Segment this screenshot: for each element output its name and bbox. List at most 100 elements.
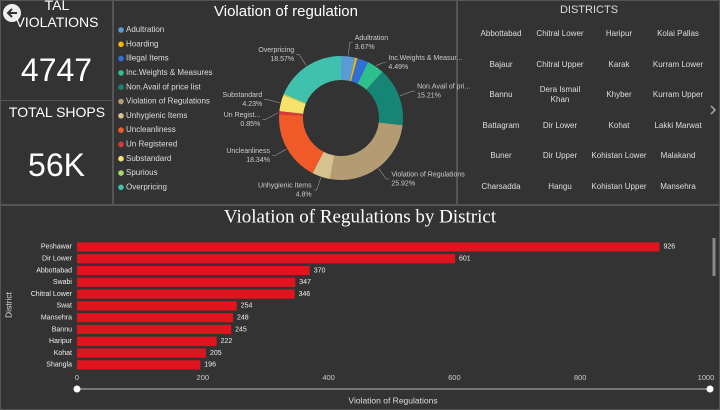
district-option[interactable]: Karak bbox=[608, 59, 630, 69]
slice-value-label: 4.49% bbox=[388, 64, 408, 71]
scroll-arrow[interactable] bbox=[710, 105, 717, 115]
district-option[interactable]: Kolai Pallas bbox=[657, 29, 699, 38]
legend-marker bbox=[118, 113, 124, 119]
bar bbox=[77, 242, 660, 252]
legend-marker bbox=[118, 127, 124, 133]
districts-title: DISTRICTS bbox=[560, 4, 618, 16]
leader-line bbox=[313, 177, 322, 191]
slice-label: Non.Avail of pri... bbox=[417, 84, 470, 91]
bar bbox=[77, 336, 217, 346]
district-option[interactable]: Bannu bbox=[489, 90, 513, 100]
bar bbox=[77, 348, 206, 358]
district-option[interactable]: Khyber bbox=[606, 90, 632, 100]
legend-label: Overpricing bbox=[126, 182, 167, 191]
donut-slice bbox=[341, 56, 356, 82]
bar bbox=[77, 254, 456, 264]
legend-marker bbox=[118, 55, 124, 62]
district-option[interactable]: Dir Lower bbox=[542, 120, 578, 130]
data-label: 245 bbox=[235, 326, 247, 333]
bar bbox=[77, 289, 295, 299]
slice-label: Uncleanliness bbox=[226, 148, 270, 155]
chart-title: Violation of regulation bbox=[214, 3, 358, 20]
legend-label: Un Registered bbox=[126, 140, 177, 149]
y-tick-label: Shangla bbox=[46, 362, 72, 369]
slice-value-label: 4.8% bbox=[296, 191, 312, 198]
district-option[interactable]: Haripur bbox=[605, 29, 633, 38]
legend-label: Adultration bbox=[126, 25, 164, 34]
district-option[interactable]: Charsadda bbox=[481, 182, 521, 191]
district-option[interactable]: Kurram Lower bbox=[652, 59, 704, 69]
y-tick-label: Swat bbox=[56, 303, 72, 310]
legend-label: Spurious bbox=[126, 168, 158, 177]
y-tick-label: Abbottabad bbox=[36, 267, 72, 274]
district-option[interactable]: Hangu bbox=[548, 182, 572, 191]
back-arrow bbox=[6, 8, 17, 18]
district-option[interactable]: Malakand bbox=[660, 151, 696, 161]
slice-value-label: 4.23% bbox=[242, 101, 262, 108]
slice-label: Unhygienic Items bbox=[258, 182, 312, 189]
slice-value-label: 18.57% bbox=[270, 56, 294, 63]
x-tick-label: 200 bbox=[197, 373, 210, 382]
slice-label: Substandard bbox=[223, 92, 263, 99]
district-option[interactable]: Lakki Marwat bbox=[654, 120, 702, 130]
data-label: 370 bbox=[314, 267, 326, 274]
district-option[interactable]: Chitral Lower bbox=[536, 29, 584, 38]
y-tick-label: Peshawar bbox=[41, 244, 73, 251]
y-tick-label: Kohat bbox=[54, 350, 72, 357]
district-option[interactable]: Dera Ismail Khan bbox=[539, 85, 581, 105]
slice-label: Overpricing bbox=[258, 47, 294, 54]
bar bbox=[77, 265, 310, 276]
legend-marker bbox=[118, 155, 124, 162]
chart-title: Violation of Regulations by District bbox=[224, 206, 497, 227]
slice-value-label: 25.92% bbox=[391, 180, 415, 187]
legend-marker bbox=[118, 70, 124, 76]
donut-slice bbox=[279, 95, 306, 114]
slice-value-label: 3.67% bbox=[355, 44, 375, 51]
y-tick-label: Mansehra bbox=[41, 315, 72, 322]
data-label: 222 bbox=[221, 338, 233, 345]
leader-line bbox=[264, 99, 280, 104]
district-option[interactable]: Mansehra bbox=[660, 182, 696, 191]
bar bbox=[77, 360, 201, 370]
y-axis-label: District bbox=[3, 291, 13, 318]
kpi-value: 56K bbox=[28, 147, 85, 183]
donut-slice bbox=[330, 122, 403, 180]
bar bbox=[77, 277, 296, 287]
district-option[interactable]: Abbottabad bbox=[480, 29, 522, 38]
legend-label: Inc.Weights & Measures bbox=[126, 68, 213, 77]
y-tick-label: Haripur bbox=[49, 338, 73, 345]
kpi-label: TAL VIOLATIONS bbox=[15, 0, 99, 30]
district-option[interactable]: Buner bbox=[490, 151, 512, 161]
leader-line bbox=[376, 62, 387, 66]
district-option[interactable]: Bajaur bbox=[489, 59, 513, 69]
scroll-handle[interactable] bbox=[706, 385, 714, 393]
district-option[interactable]: Dir Upper bbox=[542, 151, 578, 161]
district-option[interactable]: Kohat bbox=[608, 120, 630, 130]
data-label: 196 bbox=[204, 362, 216, 369]
donut-slice bbox=[351, 58, 368, 84]
kpi-label: TOTAL SHOPS bbox=[8, 104, 106, 120]
y-tick-label: Bannu bbox=[52, 326, 72, 333]
legend-marker bbox=[118, 184, 124, 191]
bar bbox=[77, 301, 237, 311]
legend-label: Unhygienic Items bbox=[126, 111, 187, 120]
legend-marker bbox=[118, 27, 124, 33]
legend-marker bbox=[118, 41, 124, 48]
district-option[interactable]: Chitral Upper bbox=[536, 59, 584, 69]
y-tick-label: Swabi bbox=[53, 279, 73, 286]
x-tick-label: 400 bbox=[322, 373, 335, 382]
scroll-handle[interactable] bbox=[73, 385, 81, 393]
leader-line bbox=[378, 168, 390, 180]
district-option[interactable]: Kohistan Upper bbox=[591, 182, 647, 191]
district-option[interactable]: Kohistan Lower bbox=[591, 151, 647, 161]
leader-line bbox=[347, 42, 353, 56]
district-option[interactable]: Kurram Upper bbox=[652, 90, 704, 100]
slice-label: Violation of Regulations bbox=[391, 171, 465, 178]
x-tick-label: 1000 bbox=[698, 373, 715, 382]
donut-slice bbox=[312, 151, 335, 180]
bar bbox=[77, 313, 233, 323]
donut-slice bbox=[279, 114, 324, 174]
district-option[interactable]: Battagram bbox=[482, 120, 520, 130]
leader-line bbox=[262, 112, 279, 120]
